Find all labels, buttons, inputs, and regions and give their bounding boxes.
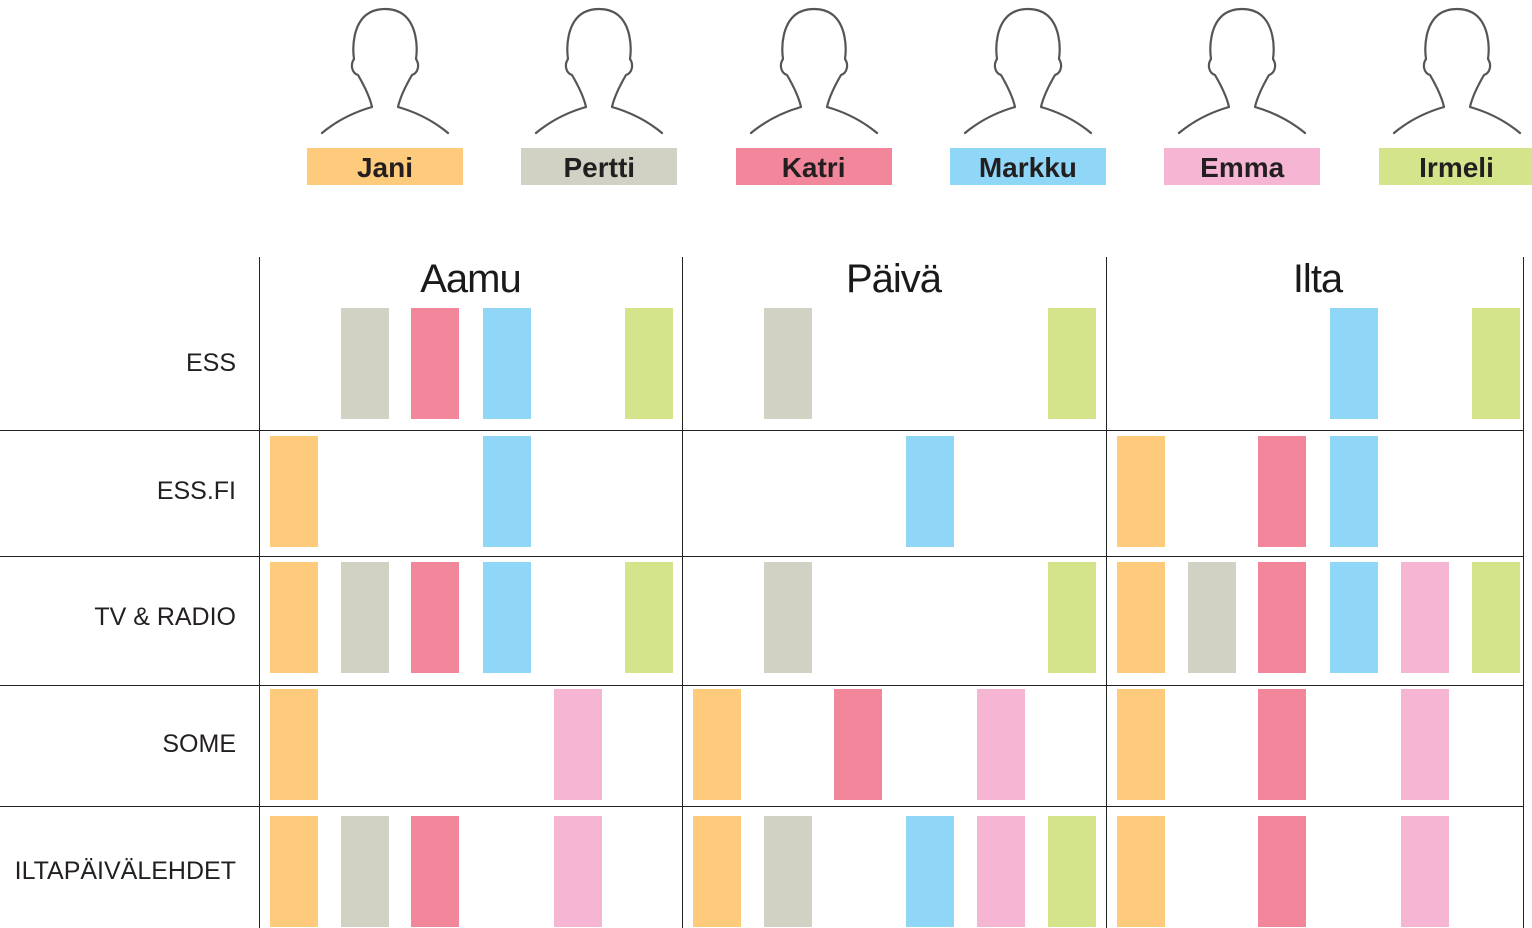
presence-bar: [625, 562, 673, 673]
person-name-badge: Emma: [1164, 148, 1321, 185]
period-label: Ilta: [1292, 257, 1343, 301]
presence-bar: [1401, 562, 1449, 673]
presence-bar: [1330, 436, 1378, 547]
column-divider: [1106, 257, 1107, 928]
presence-bar: [1472, 308, 1520, 419]
presence-bar: [554, 689, 602, 800]
presence-bar: [625, 308, 673, 419]
presence-bar: [1330, 562, 1378, 673]
person-name-badge: Irmeli: [1378, 148, 1532, 185]
presence-bar: [764, 816, 812, 927]
presence-bar: [483, 562, 531, 673]
presence-bar: [270, 816, 318, 927]
presence-bar: [906, 436, 954, 547]
row-label: ESS.FI: [156, 476, 236, 505]
presence-bar: [1117, 689, 1165, 800]
row-divider: [0, 806, 1524, 807]
presence-bar: [1258, 689, 1306, 800]
presence-bar: [270, 436, 318, 547]
person-icon: [1382, 3, 1532, 143]
person-name-badge: Jani: [307, 148, 463, 185]
period-label: Päivä: [845, 257, 942, 301]
presence-bar: [1117, 436, 1165, 547]
presence-bar: [1258, 436, 1306, 547]
presence-bar: [906, 816, 954, 927]
row-label: ILTAPÄIVÄLEHDET: [14, 856, 236, 885]
presence-bar: [1258, 562, 1306, 673]
person-name-badge: Pertti: [521, 148, 678, 185]
row-label: ESS: [185, 348, 236, 377]
presence-bar: [411, 816, 459, 927]
presence-bar: [411, 562, 459, 673]
presence-bar: [693, 689, 741, 800]
person-name-badge: Markku: [949, 148, 1106, 185]
person-icon: [739, 3, 889, 143]
presence-bar: [483, 436, 531, 547]
row-divider: [0, 556, 1524, 557]
presence-bar: [1117, 562, 1165, 673]
row-label: SOME: [162, 729, 236, 758]
column-divider: [259, 257, 260, 928]
presence-bar: [554, 816, 602, 927]
presence-bar: [1188, 562, 1236, 673]
presence-bar: [764, 308, 812, 419]
presence-bar: [1401, 816, 1449, 927]
presence-bar: [977, 816, 1025, 927]
presence-bar: [1048, 308, 1096, 419]
period-label: Aamu: [420, 257, 522, 301]
column-divider: [682, 257, 683, 928]
presence-bar: [483, 308, 531, 419]
presence-bar: [764, 562, 812, 673]
person-icon: [953, 3, 1103, 143]
presence-bar: [1048, 816, 1096, 927]
presence-bar: [270, 689, 318, 800]
presence-bar: [341, 308, 389, 419]
column-divider: [1523, 257, 1524, 928]
presence-bar: [1048, 562, 1096, 673]
presence-bar: [1117, 816, 1165, 927]
presence-bar: [977, 689, 1025, 800]
row-label: TV & RADIO: [94, 602, 236, 631]
person-icon: [310, 3, 460, 143]
presence-bar: [270, 562, 318, 673]
person-icon: [524, 3, 674, 143]
person-icon: [1167, 3, 1317, 143]
person-name-badge: Katri: [735, 148, 892, 185]
presence-bar: [1401, 689, 1449, 800]
presence-bar: [341, 816, 389, 927]
presence-bar: [341, 562, 389, 673]
row-divider: [0, 685, 1524, 686]
presence-bar: [1330, 308, 1378, 419]
row-divider: [0, 430, 1524, 431]
presence-bar: [1258, 816, 1306, 927]
presence-bar: [693, 816, 741, 927]
presence-bar: [1472, 562, 1520, 673]
presence-bar: [411, 308, 459, 419]
presence-bar: [834, 689, 882, 800]
